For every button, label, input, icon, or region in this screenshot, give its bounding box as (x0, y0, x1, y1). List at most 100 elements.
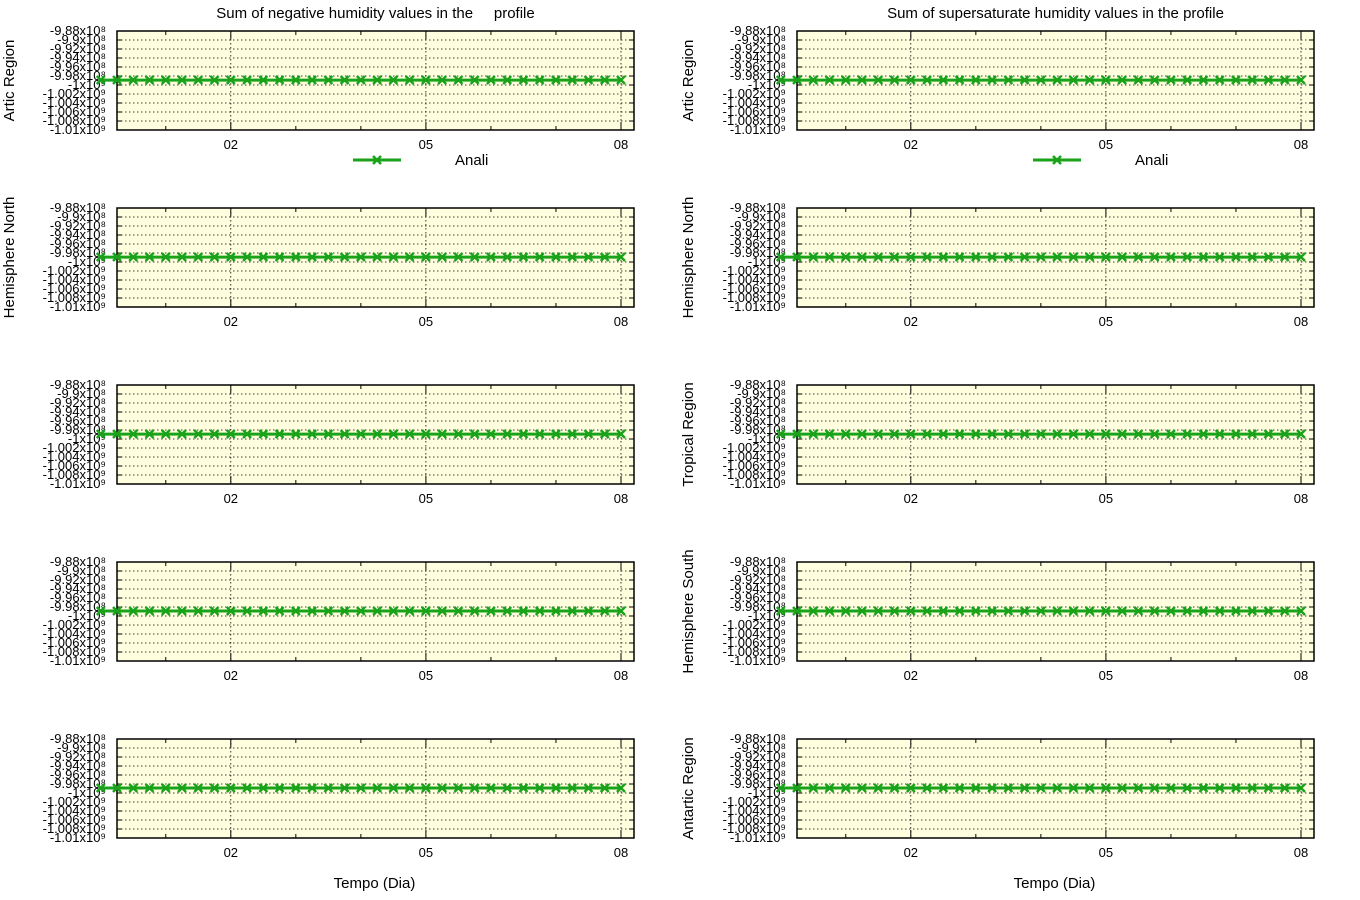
data-point (95, 75, 106, 85)
y-tick-label: -1.004x10⁹ (43, 626, 106, 641)
data-point (112, 783, 122, 793)
chart-title-0: Sum of negative humidity values in the p… (216, 5, 535, 22)
data-point (469, 606, 480, 616)
data-point (905, 606, 916, 616)
x-tick-label: 08 (614, 314, 628, 329)
data-point (242, 75, 252, 85)
y-tick-label: -9.94x10⁸ (730, 50, 786, 65)
data-point (1198, 75, 1209, 85)
data-point (938, 606, 949, 616)
data-point (1182, 606, 1193, 616)
data-point (599, 75, 610, 85)
data-point (583, 429, 594, 439)
data-point (518, 252, 529, 262)
data-point (567, 783, 578, 793)
data-point (209, 606, 220, 616)
data-point (534, 783, 545, 793)
data-point (95, 606, 106, 616)
data-point (290, 429, 301, 439)
y-tick-label: -1.008x10⁹ (43, 467, 106, 482)
panel-0-0: -9.88x10⁸-9.9x10⁸-9.92x10⁸-9.94x10⁸-9.96… (1, 23, 635, 152)
y-tick-label: -1.006x10⁹ (723, 458, 786, 473)
data-point (128, 75, 139, 85)
data-point (453, 75, 464, 85)
y-tick-label: -1.01x10⁹ (50, 653, 106, 668)
data-point (1279, 75, 1290, 85)
data-point (1263, 783, 1274, 793)
data-point (388, 252, 399, 262)
y-axis-label: Tropical Region (680, 382, 697, 487)
data-point (388, 606, 399, 616)
data-point (1149, 606, 1160, 616)
data-point (486, 783, 496, 793)
data-point (453, 606, 464, 616)
data-point (1149, 783, 1160, 793)
y-tick-label: -9.92x10⁸ (50, 572, 106, 587)
data-point (551, 252, 561, 262)
y-axis-label: Artic Region (1, 40, 18, 122)
data-point (437, 75, 448, 85)
data-point (873, 252, 884, 262)
data-point (1279, 783, 1290, 793)
data-point (486, 75, 496, 85)
data-point (258, 252, 269, 262)
y-tick-label: -1.01x10⁹ (50, 122, 106, 137)
data-point (1279, 429, 1290, 439)
data-point (1198, 783, 1209, 793)
data-point (938, 429, 949, 439)
y-tick-label: -9.98x10⁸ (730, 599, 786, 614)
data-point (808, 75, 819, 85)
data-point (1101, 606, 1111, 616)
data-point (372, 252, 383, 262)
data-point (1068, 252, 1079, 262)
y-tick-label: -9.94x10⁸ (50, 50, 106, 65)
data-point (1133, 75, 1144, 85)
data-point (873, 606, 884, 616)
data-point (1003, 429, 1014, 439)
data-point (824, 252, 835, 262)
y-tick-label: -9.94x10⁸ (730, 758, 786, 773)
y-tick-label: -1.002x10⁹ (723, 263, 786, 278)
x-tick-label: 08 (1294, 314, 1308, 329)
data-point (905, 252, 916, 262)
panel-4-0: -9.88x10⁸-9.9x10⁸-9.92x10⁸-9.94x10⁸-9.96… (43, 731, 635, 860)
y-tick-label: -1.008x10⁹ (43, 644, 106, 659)
data-point (1052, 252, 1063, 262)
data-point (242, 783, 252, 793)
y-tick-label: -1.01x10⁹ (50, 299, 106, 314)
y-tick-label: -1.006x10⁹ (723, 635, 786, 650)
x-tick-label: 02 (904, 668, 918, 683)
x-tick-label: 08 (614, 845, 628, 860)
data-point (987, 252, 997, 262)
data-point (824, 75, 835, 85)
data-point (1231, 606, 1241, 616)
legend-label: Anali (1135, 152, 1168, 169)
data-point (1279, 252, 1290, 262)
x-tick-label: 02 (224, 668, 238, 683)
data-point (225, 252, 236, 262)
data-point (323, 252, 334, 262)
data-point (567, 606, 578, 616)
data-point (469, 75, 480, 85)
y-tick-label: -1.002x10⁹ (43, 86, 106, 101)
data-point (177, 252, 187, 262)
y-tick-label: -1.004x10⁹ (723, 272, 786, 287)
x-tick-label: 02 (224, 314, 238, 329)
data-point (177, 783, 187, 793)
panel-3-0: -9.88x10⁸-9.9x10⁸-9.92x10⁸-9.94x10⁸-9.96… (43, 554, 635, 683)
data-point (404, 606, 415, 616)
data-point (792, 75, 802, 85)
data-point (1052, 783, 1063, 793)
data-point (1019, 783, 1030, 793)
data-point (112, 429, 122, 439)
y-tick-label: -9.92x10⁸ (50, 41, 106, 56)
y-tick-label: -1.008x10⁹ (43, 821, 106, 836)
data-point (792, 252, 802, 262)
y-tick-label: -1x10⁹ (68, 254, 106, 269)
data-point (616, 783, 626, 793)
data-point (437, 606, 448, 616)
data-point (242, 252, 252, 262)
data-point (225, 429, 236, 439)
data-point (551, 783, 561, 793)
